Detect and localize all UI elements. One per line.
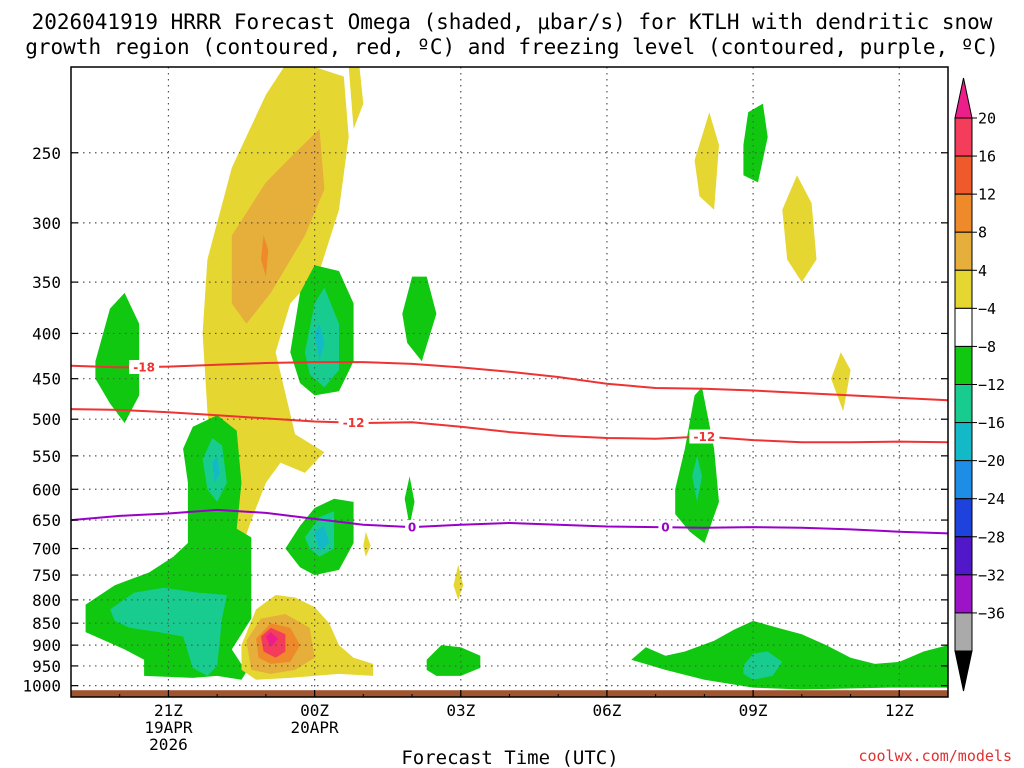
contour-label-bg [689,429,720,444]
omega-region-yellow-10z-upper [782,175,817,283]
y-tick-label-850: 850 [32,614,61,633]
omega-region-teal-low-east [743,651,783,680]
x-axis-title: Forecast Time (UTC) [401,747,618,768]
y-tick-label-650: 650 [32,511,61,530]
colorbar-label-9: −20 [978,452,1005,470]
colorbar-label-1: 16 [978,148,996,166]
x-tick-label-21Z-2: 2026 [149,735,188,754]
colorbar-swatch-4 [954,269,973,309]
site-credit[interactable]: coolwx.com/models [858,747,1012,765]
contour-label-freezing-level-0-0: 0 [408,521,416,535]
contour-label-bg [405,520,420,535]
colorbar-swatch-3 [954,231,973,271]
contour-freezing-level-0 [71,508,948,535]
y-tick-label-1000: 1000 [22,677,61,696]
omega-region-upper-yellow-tip [348,67,364,129]
x-tick-label-00Z-1: 20APR [291,718,340,737]
colorbar-label-11: −28 [978,528,1005,546]
colorbar-swatch-10 [954,498,973,538]
colorbar-swatch-8 [954,422,973,462]
omega-region-cyan-650-cell [314,525,330,552]
colorbar-label-12: −32 [978,566,1005,584]
y-tick-label-750: 750 [32,566,61,585]
omega-colorbar: 20 16 12 8 4 −4 −8 −12 −16 −20 −24 −28 −32 −36 [954,77,1005,692]
x-tick-label-21Z-1: 19APR [144,718,193,737]
colorbar-bottom-arrow [954,650,973,692]
omega-region-cyan-low-mid [212,455,220,483]
chart-title-line-2: growth region (contoured, red, ºC) and f… [25,35,999,59]
omega-region-green-west-upper [95,292,140,423]
omega-region-green-03z-upper [402,276,437,362]
y-tick-label-450: 450 [32,370,61,389]
grid-lines [71,67,948,697]
colorbar-swatch-5 [954,307,973,347]
x-tick-label-06Z-0: 06Z [592,701,621,720]
colorbar-swatch-11 [954,536,973,576]
contour-lines: -18 -12 -12 0 0 [71,359,948,535]
contour-label-dendritic-minus12-0: -12 [343,416,365,430]
omega-region-yellow-11z-small [831,352,851,412]
contour-label-bg [338,415,369,430]
colorbar-swatch-1 [954,155,973,195]
y-tick-label-250: 250 [32,144,61,163]
colorbar-label-5: −4 [978,300,996,318]
contour-label-freezing-level-0-1: 0 [661,521,669,535]
contour-label-dendritic-minus18-0: -18 [133,360,155,374]
omega-region-yellow-small-03z [453,564,464,600]
colorbar-top-arrow [954,77,973,119]
colorbar-swatch-2 [954,193,973,233]
colorbar-swatch-6 [954,345,973,385]
omega-region-yellow-small-0130 [363,531,371,557]
omega-region-yellow-0730-upper [694,112,719,210]
y-tick-label-300: 300 [32,214,61,233]
contour-label-bg [129,359,160,374]
colorbar-label-7: −12 [978,376,1005,394]
x-tick-label-00Z-0: 00Z [300,701,329,720]
y-tick-label-350: 350 [32,273,61,292]
y-tick-label-400: 400 [32,324,61,343]
colorbar-swatch-9 [954,460,973,500]
contour-dendritic-minus18 [71,361,948,402]
omega-region-upper-orange [231,129,325,324]
y-tick-label-700: 700 [32,540,61,559]
contour-label-bg [658,520,673,535]
colorbar-label-3: 8 [978,224,987,242]
colorbar-swatch-7 [954,384,973,424]
y-tick-label-600: 600 [32,480,61,499]
y-tick-label-950: 950 [32,657,61,676]
colorbar-swatch-13 [954,612,973,652]
colorbar-swatch-0 [954,117,973,157]
chart-title-line-1: 2026041919 HRRR Forecast Omega (shaded, … [32,10,993,34]
omega-region-green-low-east [631,620,948,690]
colorbar-label-13: −36 [978,604,1005,622]
colorbar-label-10: −24 [978,490,1005,508]
omega-region-green-low-03z [426,645,481,676]
y-tick-label-500: 500 [32,410,61,429]
colorbar-label-6: −8 [978,338,996,356]
colorbar-label-8: −16 [978,414,1005,432]
omega-region-green-small-0200 [404,476,415,526]
x-tick-label-21Z-0: 21Z [154,701,183,720]
colorbar-label-2: 12 [978,186,996,204]
pressure-axis: 250 300 350 400 450 500 550 600 650 700 750 800 850 9… [22,144,948,696]
omega-region-magenta-low-cell [265,632,279,648]
contour-dendritic-minus12 [71,408,948,444]
contour-label-dendritic-minus12-1: -12 [694,430,716,444]
colorbar-swatch-12 [954,574,973,614]
omega-region-upper-orange-core [261,235,269,277]
ground-surface [71,690,948,697]
y-tick-label-550: 550 [32,447,61,466]
x-tick-label-09Z-0: 09Z [739,701,768,720]
colorbar-label-0: 20 [978,110,996,128]
omega-region-green-08z-upper [743,103,768,183]
y-tick-label-800: 800 [32,591,61,610]
colorbar-label-4: 4 [978,262,987,280]
x-tick-label-03Z-0: 03Z [446,701,475,720]
x-tick-label-12Z-0: 12Z [885,701,914,720]
y-tick-label-900: 900 [32,636,61,655]
omega-region-teal-0800-column [692,455,702,502]
